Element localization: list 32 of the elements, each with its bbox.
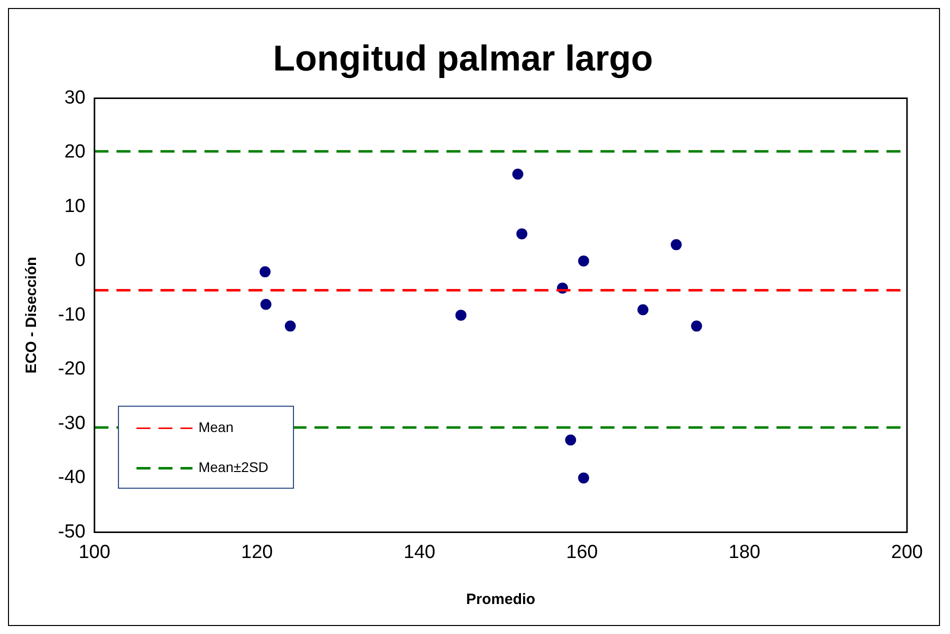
point <box>512 168 524 180</box>
y-tick-label: -20 <box>58 358 86 380</box>
point <box>691 320 702 332</box>
x-axis-title: Promedio <box>466 591 536 608</box>
y-tick-label: -30 <box>58 412 86 434</box>
x-tick-label: 120 <box>241 542 273 563</box>
y-tick-label: -40 <box>58 467 86 488</box>
chart-title: Longitud palmar largo <box>272 38 654 79</box>
point <box>670 239 682 250</box>
x-tick-label: 160 <box>566 542 598 563</box>
y-axis-title: ECO - Disección <box>23 256 40 374</box>
point <box>260 266 271 278</box>
point <box>260 298 272 310</box>
point <box>637 304 648 316</box>
point <box>516 228 528 240</box>
y-tick-label: 0 <box>74 250 86 272</box>
x-tick-label: 100 <box>78 542 110 563</box>
point <box>578 255 590 266</box>
y-tick-label: -10 <box>58 304 86 326</box>
point <box>455 310 466 321</box>
point <box>578 472 590 484</box>
x-tick-label: 180 <box>728 542 760 563</box>
x-tick-label: 140 <box>404 542 436 563</box>
point <box>565 434 576 446</box>
y-tick-label: 20 <box>64 142 86 163</box>
point <box>284 320 296 332</box>
legend-label: Mean±2SD <box>198 459 268 476</box>
y-tick-label: -50 <box>58 521 86 542</box>
y-tick-label: 10 <box>64 196 86 217</box>
x-tick-label: 200 <box>891 542 923 563</box>
legend-label: Mean <box>198 419 234 436</box>
y-tick-label: 30 <box>64 87 86 108</box>
